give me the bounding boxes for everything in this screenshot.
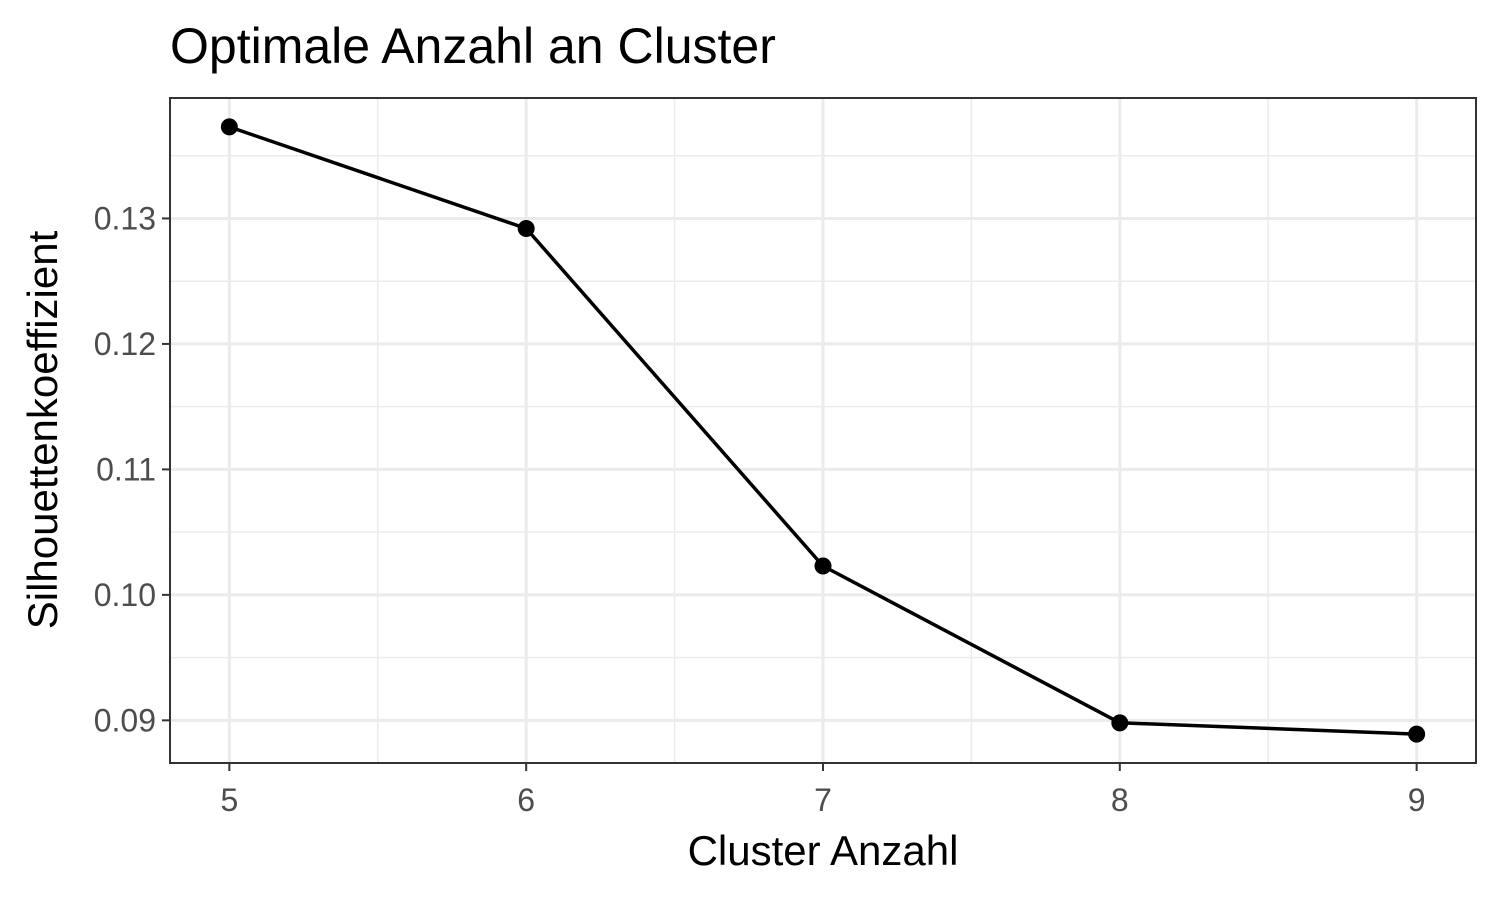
data-points: [220, 118, 1426, 743]
x-tick-label: 8: [1111, 782, 1129, 818]
x-axis-ticks: 5 6 7 8 9: [220, 763, 1426, 818]
data-point: [1111, 714, 1129, 732]
y-tick-label: 0.13: [94, 200, 156, 236]
y-tick-label: 0.10: [94, 577, 156, 613]
chart-title: Optimale Anzahl an Cluster: [170, 18, 776, 74]
y-tick-label: 0.11: [96, 451, 156, 487]
data-point: [517, 219, 535, 237]
data-point: [220, 118, 238, 136]
x-tick-label: 5: [220, 782, 238, 818]
x-tick-label: 6: [517, 782, 535, 818]
data-point: [814, 557, 832, 575]
y-tick-label: 0.12: [94, 326, 156, 362]
major-gridlines: [170, 98, 1476, 763]
y-axis-ticks: 0.09 0.10 0.11 0.12 0.13: [94, 200, 170, 738]
x-tick-label: 7: [814, 782, 832, 818]
x-axis-title: Cluster Anzahl: [688, 827, 959, 874]
y-axis-title: Silhouettenkoeffizient: [19, 230, 66, 629]
y-tick-label: 0.09: [94, 702, 156, 738]
x-tick-label: 9: [1408, 782, 1426, 818]
data-point: [1408, 725, 1426, 743]
